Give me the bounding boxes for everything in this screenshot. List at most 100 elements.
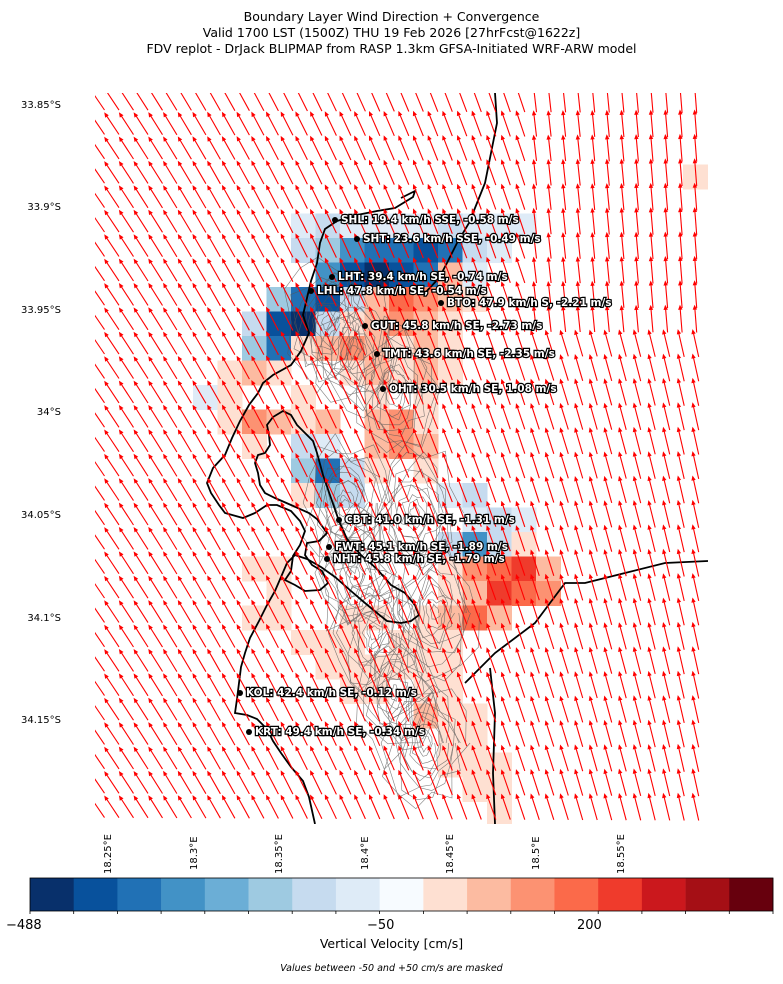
wind-arrow — [266, 697, 279, 722]
wind-arrow — [339, 452, 352, 478]
wind-arrow — [280, 501, 294, 526]
wind-arrow — [486, 476, 497, 503]
wind-arrow — [133, 258, 149, 282]
wind-arrow — [104, 185, 120, 209]
wind-arrow — [590, 207, 596, 235]
wind-arrow — [354, 769, 366, 795]
wind-arrow — [118, 478, 134, 501]
wind-arrow — [310, 623, 323, 649]
wind-arrow — [207, 697, 221, 721]
wind-arrow — [456, 403, 468, 430]
wind-arrow — [486, 305, 497, 332]
wind-arrow — [266, 233, 279, 258]
wind-arrow — [104, 136, 120, 160]
wind-arrow — [412, 598, 424, 625]
wind-arrow — [662, 378, 671, 406]
wind-arrow — [118, 283, 134, 306]
wind-arrow — [412, 330, 424, 356]
wind-arrow — [471, 574, 482, 601]
wind-arrow — [605, 256, 610, 284]
title-line-3: FDV replot - DrJack BLIPMAP from RASP 1.… — [146, 41, 637, 56]
wind-arrow — [500, 598, 511, 625]
wind-arrow — [251, 502, 265, 526]
wind-arrow — [192, 673, 207, 697]
wind-arrow — [192, 307, 207, 331]
wind-arrow — [177, 209, 192, 233]
wind-arrow — [515, 573, 526, 601]
wind-arrow — [503, 93, 511, 113]
wind-arrow — [530, 500, 540, 528]
wind-arrow — [369, 452, 381, 478]
wind-arrow — [192, 233, 207, 258]
wind-arrow — [691, 743, 700, 772]
wind-arrow — [177, 770, 192, 794]
wind-arrow — [412, 574, 424, 600]
station-dot — [324, 556, 330, 562]
wind-arrow — [324, 404, 337, 429]
wind-arrow — [207, 795, 221, 819]
wind-arrow — [632, 719, 642, 748]
wind-arrow — [486, 793, 497, 820]
wind-arrow — [647, 792, 656, 821]
wind-arrow — [207, 453, 221, 477]
wind-arrow — [221, 136, 236, 160]
wind-arrow — [546, 159, 552, 186]
wind-arrow — [648, 304, 654, 333]
wind-arrow — [295, 135, 308, 161]
wind-arrow — [354, 135, 366, 161]
velocity-cell — [315, 409, 341, 435]
wind-arrow — [148, 478, 163, 501]
wind-arrow — [559, 720, 569, 747]
wind-arrow — [662, 524, 671, 553]
wind-arrow — [192, 453, 207, 477]
wind-arrow — [104, 429, 120, 453]
contour-line — [415, 727, 433, 757]
wind-arrow — [590, 134, 596, 162]
wind-arrow — [412, 476, 424, 503]
wind-arrow — [104, 575, 120, 599]
wind-arrow — [662, 719, 671, 748]
wind-arrow — [251, 624, 265, 648]
wind-arrow — [266, 648, 279, 673]
wind-arrow — [95, 583, 105, 599]
wind-arrow — [118, 136, 134, 160]
wind-arrow — [398, 745, 410, 771]
wind-arrow — [207, 477, 221, 502]
wind-arrow — [634, 182, 639, 211]
wind-arrow — [104, 600, 120, 623]
wind-arrow — [369, 745, 381, 771]
map-panel[interactable]: SHL: 19.4 km/h SSE, -0.58 m/s SHT: 23.6 k… — [95, 93, 708, 824]
wind-arrow — [471, 110, 482, 137]
wind-arrow — [354, 330, 366, 356]
wind-arrow — [310, 184, 323, 209]
wind-arrow — [678, 109, 683, 138]
contour-line — [302, 433, 389, 571]
wind-arrow — [104, 722, 120, 745]
wind-arrow — [574, 793, 584, 821]
wind-arrow — [148, 331, 163, 355]
wind-arrow — [209, 93, 221, 111]
wind-arrow — [310, 160, 323, 185]
wind-arrows — [95, 93, 700, 821]
wind-arrow — [588, 476, 598, 503]
wind-arrow — [280, 209, 294, 234]
wind-arrow — [280, 160, 294, 185]
wind-arrow — [618, 329, 627, 357]
colorbar-cell — [685, 878, 730, 911]
wind-arrow — [236, 136, 250, 160]
wind-arrow — [266, 770, 279, 795]
wind-arrow — [442, 208, 453, 234]
colorbar-cell — [641, 878, 686, 911]
station-gut: GUT: 45.8 km/h SE, -2.73 m/s — [362, 319, 544, 333]
wind-arrow — [588, 354, 598, 381]
contour-line — [425, 599, 445, 629]
velocity-cell — [462, 728, 488, 753]
wind-arrow — [531, 183, 538, 210]
wind-arrow — [133, 405, 149, 428]
wind-arrow — [456, 208, 468, 234]
wind-arrow — [634, 231, 639, 260]
wind-arrow — [471, 183, 482, 210]
station-label: SHL: 19.4 km/h SSE, -0.58 m/s — [341, 214, 519, 226]
wind-arrow — [192, 355, 207, 380]
wind-arrow — [369, 696, 381, 722]
